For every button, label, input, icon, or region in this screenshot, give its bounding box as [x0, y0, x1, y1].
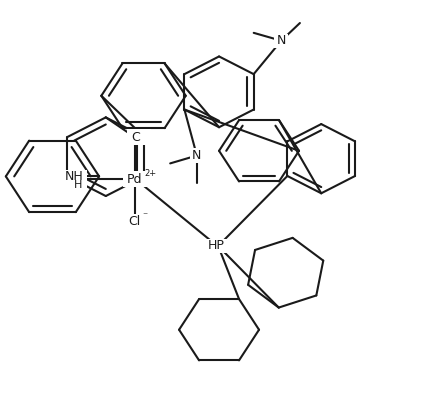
Bar [127, 129, 152, 145]
Bar [274, 34, 288, 48]
Text: NH: NH [65, 170, 84, 183]
Bar [61, 170, 87, 192]
Text: N: N [192, 149, 202, 162]
Text: HP: HP [207, 240, 224, 253]
Text: ⁻: ⁻ [142, 126, 147, 136]
Bar [204, 238, 228, 253]
Bar [126, 214, 151, 229]
Text: H: H [74, 181, 82, 190]
Text: C: C [131, 131, 140, 144]
Text: N: N [277, 34, 286, 47]
Bar [123, 171, 153, 187]
Bar [190, 148, 204, 163]
Text: ⁻: ⁻ [142, 211, 148, 221]
Text: Pd: Pd [127, 173, 143, 186]
Text: 2+: 2+ [144, 169, 156, 178]
Text: Cl: Cl [129, 215, 141, 228]
